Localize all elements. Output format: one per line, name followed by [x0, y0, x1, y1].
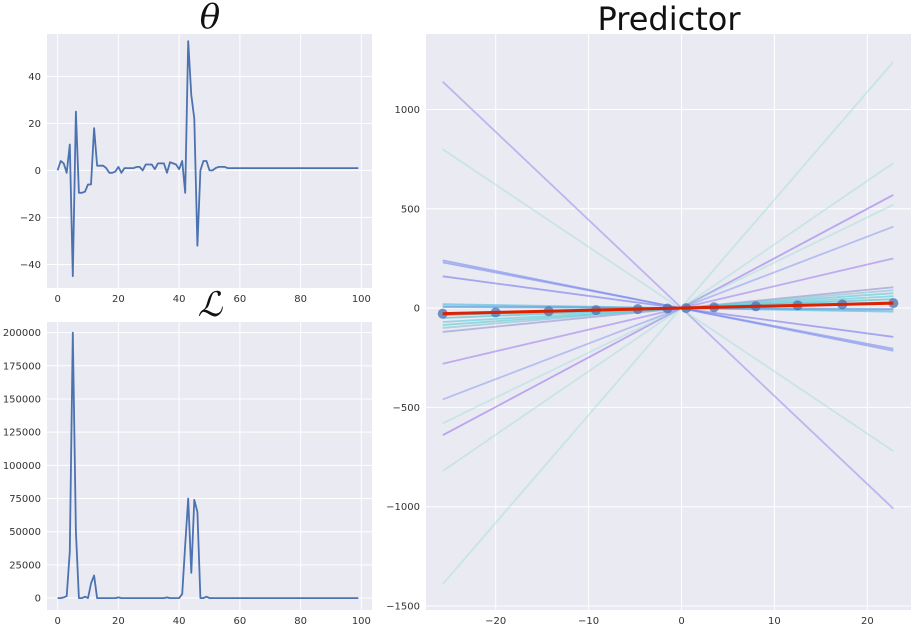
theta-panel: 0 20 40 60 80 100 −40 −20 0 20 40 θ — [20, 0, 372, 305]
predictor-panel: −20 −10 0 10 20 −1500 −1000 −500 0 500 1000 Predic… — [386, 0, 911, 627]
loss-ytick-label: 125000 — [3, 428, 41, 439]
theta-xtick-label: 20 — [112, 294, 125, 305]
theta-tick-labels: 0 20 40 60 80 100 −40 −20 0 20 40 — [20, 72, 371, 305]
predictor-line — [442, 148, 894, 452]
loss-ytick-label: 25000 — [9, 560, 41, 571]
predictor-xtick-label: 20 — [861, 616, 874, 627]
loss-ytick-label: 0 — [35, 594, 41, 605]
theta-xtick-label: 40 — [173, 294, 186, 305]
theta-series — [56, 40, 359, 278]
predictor-line — [442, 194, 894, 437]
predictor-fit — [442, 301, 894, 316]
predictor-ytick-label: −1500 — [386, 602, 420, 613]
predictor-gridlines — [426, 34, 911, 610]
predictor-lines — [442, 61, 895, 585]
predictor-line — [442, 204, 894, 425]
predictor-ytick-label: −1000 — [386, 502, 420, 513]
predictor-fit-line — [442, 301, 894, 316]
theta-xtick-label: 60 — [234, 294, 247, 305]
loss-xtick-label: 80 — [294, 616, 307, 627]
loss-ytick-label: 100000 — [3, 461, 41, 472]
theta-xtick-label: 80 — [294, 294, 307, 305]
loss-xtick-label: 0 — [54, 616, 60, 627]
predictor-tick-labels: −20 −10 0 10 20 −1500 −1000 −500 0 500 1000 — [386, 105, 874, 627]
loss-tick-labels: 0 20 40 60 80 100 0 25000 50000 75000 100000 125000… — [3, 328, 371, 627]
theta-ytick-label: 40 — [28, 72, 41, 83]
theta-plot-area — [47, 34, 372, 288]
predictor-ytick-label: 0 — [414, 304, 420, 315]
loss-xtick-label: 20 — [112, 616, 125, 627]
theta-title: θ — [200, 0, 220, 37]
loss-panel: 0 20 40 60 80 100 0 25000 50000 75000 100000 125000… — [3, 285, 372, 627]
predictor-xtick-label: 10 — [768, 616, 781, 627]
loss-ytick-label: 75000 — [9, 494, 41, 505]
theta-ytick-label: −40 — [20, 260, 41, 271]
theta-ytick-label: −20 — [20, 213, 41, 224]
predictor-ytick-label: 1000 — [395, 105, 420, 116]
loss-line — [57, 331, 359, 599]
predictor-line — [442, 61, 895, 585]
loss-series — [57, 331, 359, 599]
theta-ytick-label: 20 — [28, 119, 41, 130]
theta-xtick-label: 0 — [54, 294, 60, 305]
loss-xtick-label: 40 — [173, 616, 186, 627]
loss-ytick-label: 150000 — [3, 394, 41, 405]
theta-xtick-label: 100 — [352, 294, 371, 305]
predictor-xtick-label: −10 — [578, 616, 599, 627]
predictor-xtick-label: −20 — [485, 616, 506, 627]
predictor-ytick-label: −500 — [393, 403, 420, 414]
loss-xtick-label: 100 — [352, 616, 371, 627]
loss-ytick-label: 200000 — [3, 328, 41, 339]
predictor-line — [442, 162, 894, 472]
theta-line — [56, 40, 359, 278]
theta-ytick-label: 0 — [35, 166, 41, 177]
predictor-line — [442, 81, 894, 510]
loss-ytick-label: 175000 — [3, 361, 41, 372]
predictor-ytick-label: 500 — [401, 204, 420, 215]
loss-xtick-label: 60 — [234, 616, 247, 627]
loss-ytick-label: 50000 — [9, 527, 41, 538]
loss-plot-area — [47, 322, 372, 610]
predictor-title: Predictor — [598, 0, 742, 38]
predictor-xtick-label: 0 — [678, 616, 684, 627]
loss-title: ℒ — [198, 285, 224, 325]
